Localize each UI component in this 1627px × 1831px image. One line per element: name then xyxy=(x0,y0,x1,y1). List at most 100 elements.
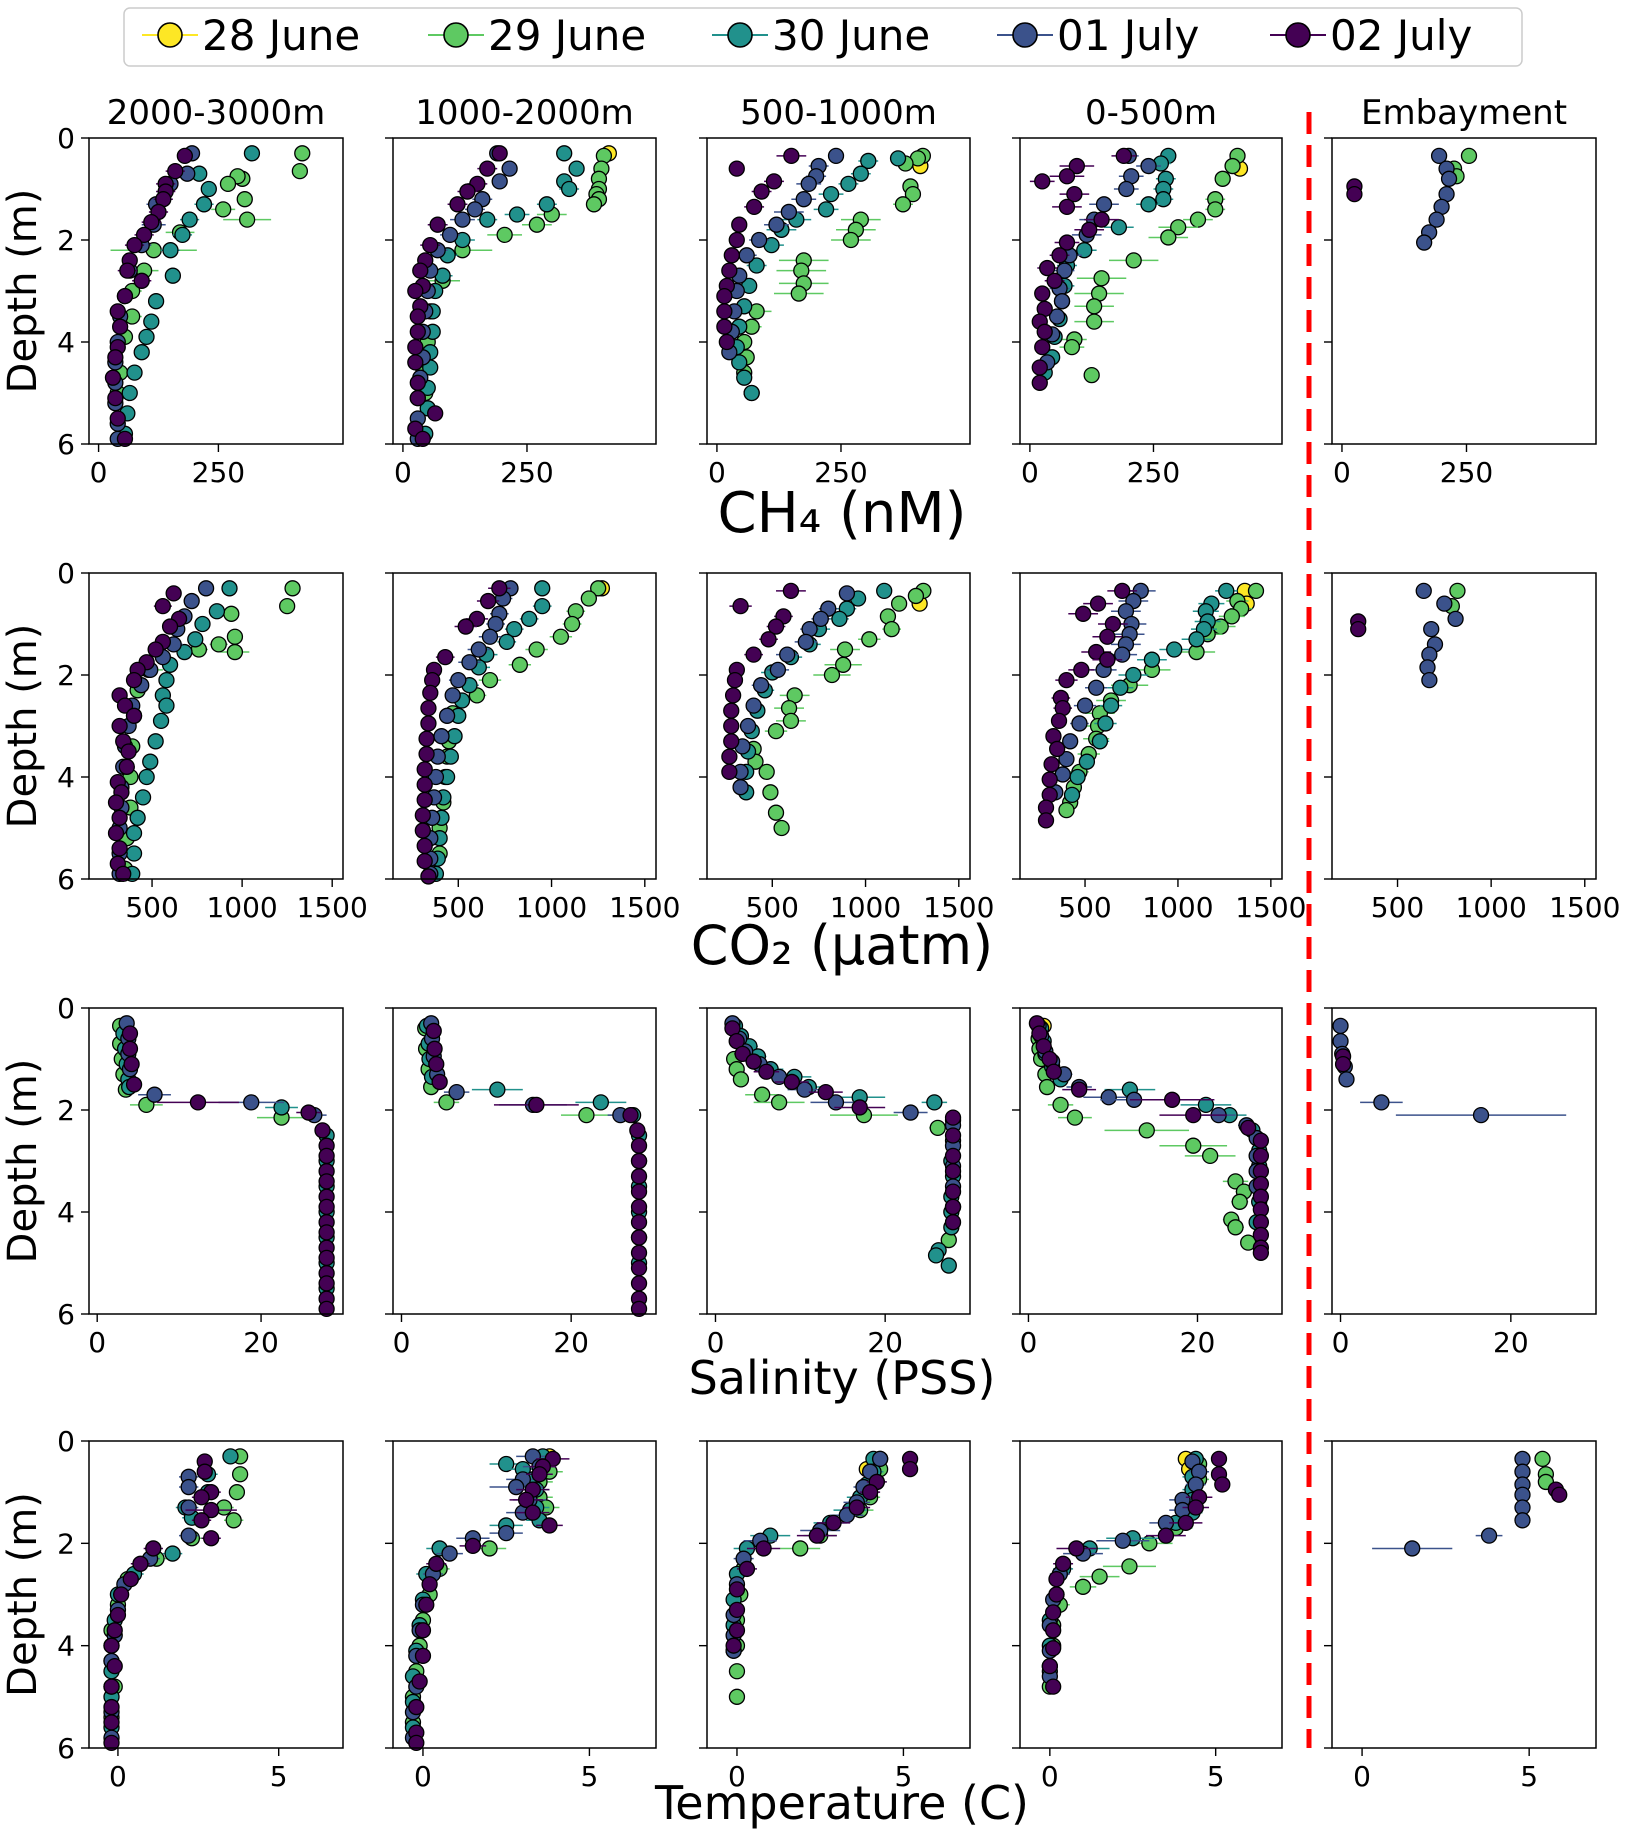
data-points xyxy=(1037,582,1265,829)
x-tick-label: 0 xyxy=(109,1760,127,1793)
data-point xyxy=(629,1122,646,1139)
data-point xyxy=(147,293,165,310)
panel-temperature-2000-3000m: Depth (m) 0 2 4 6 0 5 xyxy=(0,1425,344,1793)
data-point xyxy=(161,618,179,635)
data-point xyxy=(782,712,800,730)
data-point xyxy=(133,272,150,289)
data-point xyxy=(457,618,474,635)
data-point xyxy=(561,180,578,198)
data-point xyxy=(479,211,496,228)
data-point xyxy=(716,303,733,320)
data-point xyxy=(414,430,431,448)
data-point xyxy=(418,1596,435,1613)
data-point xyxy=(524,1504,541,1521)
data-point xyxy=(1078,753,1096,770)
data-point xyxy=(109,303,126,320)
data-point xyxy=(464,1537,482,1555)
data-point xyxy=(907,587,925,605)
data-point xyxy=(119,262,136,279)
data-point xyxy=(1050,712,1068,730)
data-point xyxy=(767,618,785,635)
legend-entry-29-june: 29 June xyxy=(428,11,646,60)
data-point xyxy=(630,1229,648,1246)
panel-frame xyxy=(1019,1007,1283,1315)
data-point xyxy=(568,160,585,177)
data-point xyxy=(860,152,877,170)
data-point xyxy=(408,1698,425,1716)
x-tick-label: 0 xyxy=(1333,456,1351,489)
panel-frame xyxy=(1019,1440,1283,1749)
column-title: Embayment xyxy=(1361,93,1567,133)
data-point xyxy=(195,196,213,213)
data-point xyxy=(630,1137,648,1154)
data-point xyxy=(193,1512,210,1529)
data-points xyxy=(1029,147,1249,391)
data-point xyxy=(1093,270,1110,287)
data-point xyxy=(437,649,454,666)
data-point xyxy=(147,641,164,658)
data-point xyxy=(422,236,439,254)
data-point xyxy=(1252,1132,1270,1149)
data-point xyxy=(734,1045,751,1063)
data-point xyxy=(630,1244,648,1261)
data-point xyxy=(454,211,471,228)
data-point xyxy=(1058,671,1075,689)
data-point xyxy=(122,1571,139,1588)
data-point xyxy=(528,641,545,658)
data-point xyxy=(441,226,459,244)
data-point xyxy=(180,1499,197,1516)
data-point xyxy=(1480,1527,1498,1544)
data-point xyxy=(1189,211,1207,228)
data-point xyxy=(840,175,857,193)
data-point xyxy=(193,1489,210,1506)
data-point xyxy=(1034,285,1051,302)
data-point xyxy=(783,147,800,165)
data-point xyxy=(414,1622,432,1639)
series-02-july xyxy=(107,585,188,883)
data-point xyxy=(792,1540,809,1557)
data-point xyxy=(940,1257,957,1274)
data-point xyxy=(489,1081,506,1098)
y-tick-label: 2 xyxy=(57,224,75,257)
data-point xyxy=(723,702,740,719)
panel-frame xyxy=(392,572,657,880)
data-point xyxy=(1091,733,1109,750)
data-point xyxy=(1045,1604,1062,1621)
y-tick-label: 6 xyxy=(57,1298,75,1331)
data-point xyxy=(1332,1017,1349,1034)
data-point xyxy=(109,410,126,427)
data-point xyxy=(112,318,129,335)
data-point xyxy=(825,1514,842,1532)
data-point xyxy=(420,868,437,885)
data-point xyxy=(1373,1094,1390,1111)
x-tick-label: 1000 xyxy=(1142,891,1213,924)
data-point xyxy=(736,369,753,386)
data-point xyxy=(498,1455,515,1473)
data-point xyxy=(750,231,768,249)
data-point xyxy=(121,1025,139,1042)
data-point xyxy=(318,1173,335,1190)
data-point xyxy=(203,1501,220,1519)
data-point xyxy=(541,1517,558,1534)
series-02-july xyxy=(425,1022,648,1318)
data-point xyxy=(1076,697,1094,714)
data-point xyxy=(630,1152,648,1170)
data-point xyxy=(491,580,508,597)
data-point xyxy=(115,865,132,883)
legend-marker xyxy=(1285,22,1311,48)
data-point xyxy=(1447,610,1464,628)
data-point xyxy=(1068,157,1085,175)
y-axis-label: Depth (m) xyxy=(0,624,46,829)
data-point xyxy=(243,145,261,162)
data-point xyxy=(111,809,128,826)
data-point xyxy=(1214,1476,1231,1493)
data-point xyxy=(279,598,296,615)
data-point xyxy=(1423,620,1440,638)
y-tick-label: 0 xyxy=(57,992,75,1025)
series-02-july xyxy=(408,1450,570,1752)
data-point xyxy=(152,712,170,730)
x-tick-label: 500 xyxy=(1371,891,1424,924)
data-point xyxy=(126,364,143,381)
